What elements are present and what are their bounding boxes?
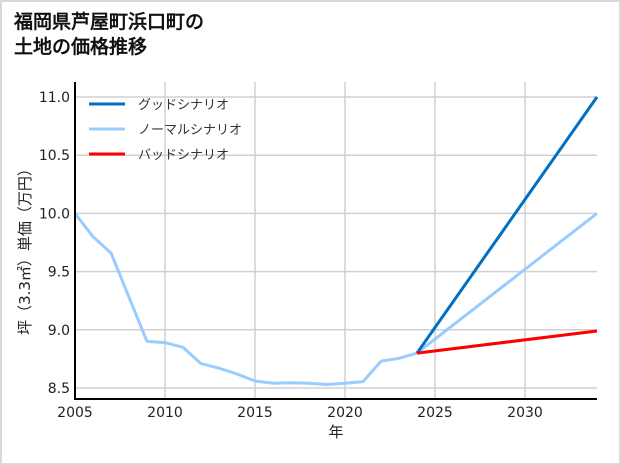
axes xyxy=(74,82,597,400)
legend-label: グッドシナリオ xyxy=(138,98,229,113)
x-axis-ticks: 2005 2010 2015 2020 2025 2030 xyxy=(57,405,543,421)
series-line-0 xyxy=(415,96,599,354)
chart-title: 福岡県芦屋町浜口町の 土地の価格推移 xyxy=(14,10,204,60)
x-tick-label: 2030 xyxy=(507,405,543,421)
series-lines xyxy=(73,96,599,386)
title-line-2: 土地の価格推移 xyxy=(14,36,148,58)
y-tick-label: 8.5 xyxy=(48,381,70,397)
x-tick-label: 2010 xyxy=(147,405,183,421)
x-tick-label: 2025 xyxy=(417,405,453,421)
legend-label: バッドシナリオ xyxy=(138,148,229,163)
y-tick-label: 10.0 xyxy=(39,206,70,222)
x-tick-label: 2015 xyxy=(237,405,273,421)
series-line-2 xyxy=(416,329,598,355)
y-axis-ticks: 8.5 9.0 9.5 10.0 10.5 11.0 xyxy=(39,90,70,397)
y-tick-label: 9.5 xyxy=(48,265,70,281)
legend-label: ノーマルシナリオ xyxy=(138,123,242,138)
x-axis-label: 年 xyxy=(328,423,343,441)
grid-lines xyxy=(74,82,597,399)
y-tick-label: 10.5 xyxy=(39,148,70,164)
y-tick-label: 9.0 xyxy=(48,323,70,339)
title-line-1: 福岡県芦屋町浜口町の xyxy=(14,11,205,33)
series-line-1 xyxy=(73,212,598,386)
y-axis-label: 坪（3.3㎡）単価（万円） xyxy=(16,161,34,335)
y-tick-label: 11.0 xyxy=(39,90,70,106)
x-tick-label: 2005 xyxy=(57,405,93,421)
x-tick-label: 2020 xyxy=(327,405,363,421)
